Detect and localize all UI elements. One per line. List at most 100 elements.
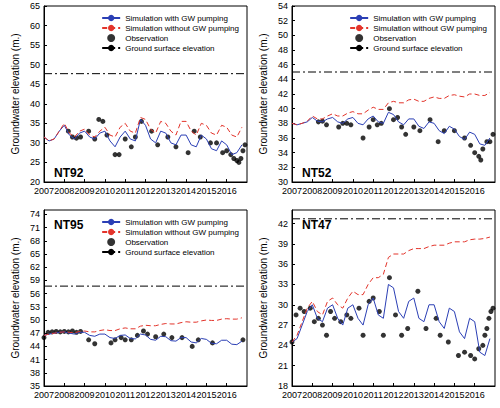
svg-text:40: 40 [278,104,288,114]
svg-text:2015: 2015 [444,390,464,400]
svg-text:68: 68 [30,236,40,246]
svg-text:2010: 2010 [343,390,363,400]
svg-text:Simulation without GW pumping: Simulation without GW pumping [125,228,239,237]
svg-text:2007: 2007 [34,390,54,400]
svg-text:2008: 2008 [54,186,74,196]
svg-text:38: 38 [278,118,288,128]
svg-text:Observation: Observation [125,238,168,247]
svg-text:62: 62 [30,262,40,272]
svg-text:59: 59 [30,275,40,285]
svg-text:NT52: NT52 [302,166,332,180]
svg-text:50: 50 [30,60,40,70]
svg-text:Simulation with GW pumping: Simulation with GW pumping [125,14,228,23]
svg-text:2011: 2011 [116,186,135,196]
svg-text:50: 50 [278,30,288,40]
svg-text:27: 27 [278,320,288,330]
svg-text:2015: 2015 [196,186,216,196]
svg-text:Simulation with GW pumping: Simulation with GW pumping [373,14,476,23]
svg-text:21: 21 [278,361,288,371]
svg-text:2012: 2012 [135,390,155,400]
svg-text:34: 34 [278,148,288,158]
svg-text:Groundwater elevation (m.): Groundwater elevation (m.) [258,237,269,358]
svg-text:40: 40 [30,99,40,109]
svg-text:60: 60 [30,21,40,31]
svg-text:2014: 2014 [176,186,196,196]
svg-text:33: 33 [278,279,288,289]
svg-text:2009: 2009 [75,390,95,400]
svg-text:Ground surface elevation: Ground surface elevation [125,44,214,53]
svg-text:2011: 2011 [116,390,135,400]
svg-text:Ground surface elevation: Ground surface elevation [125,248,214,257]
svg-text:71: 71 [30,223,40,233]
svg-text:38: 38 [30,368,40,378]
svg-text:32: 32 [278,162,288,172]
svg-text:44: 44 [30,341,40,351]
svg-text:2008: 2008 [302,390,322,400]
svg-text:42: 42 [278,89,288,99]
svg-text:2009: 2009 [323,390,343,400]
svg-text:30: 30 [278,300,288,310]
svg-text:2016: 2016 [465,390,485,400]
svg-text:NT95: NT95 [54,218,84,232]
svg-text:55: 55 [30,40,40,50]
svg-text:2015: 2015 [444,186,464,196]
svg-text:2012: 2012 [383,390,403,400]
svg-text:2009: 2009 [75,186,95,196]
svg-text:Simulation with GW pumping: Simulation with GW pumping [125,218,228,227]
svg-text:36: 36 [278,259,288,269]
svg-text:2014: 2014 [424,390,444,400]
svg-text:39: 39 [278,239,288,249]
svg-text:65: 65 [30,249,40,259]
svg-text:2007: 2007 [282,390,302,400]
svg-text:2007: 2007 [282,186,302,196]
svg-text:25: 25 [30,157,40,167]
svg-text:2013: 2013 [404,390,424,400]
svg-text:2010: 2010 [95,186,115,196]
svg-text:Groundwater elevation (m.): Groundwater elevation (m.) [10,237,21,358]
svg-text:50: 50 [30,315,40,325]
svg-text:2010: 2010 [95,390,115,400]
svg-text:Groundwater elevation (m.): Groundwater elevation (m.) [258,33,269,154]
svg-text:Observation: Observation [125,34,168,43]
svg-text:36: 36 [278,133,288,143]
svg-text:2011: 2011 [364,186,383,196]
svg-text:2009: 2009 [323,186,343,196]
svg-text:2015: 2015 [196,390,216,400]
svg-text:NT47: NT47 [302,218,332,232]
svg-text:2013: 2013 [156,186,176,196]
svg-text:44: 44 [278,74,288,84]
svg-text:2011: 2011 [364,390,383,400]
svg-text:42: 42 [278,219,288,229]
svg-text:2008: 2008 [54,390,74,400]
svg-text:46: 46 [278,60,288,70]
svg-text:Ground surface elevation: Ground surface elevation [373,44,462,53]
svg-text:Groundwater elevation (m.): Groundwater elevation (m.) [10,33,21,154]
svg-text:2007: 2007 [34,186,54,196]
svg-text:Simulation without GW pumping: Simulation without GW pumping [373,24,487,33]
svg-text:30: 30 [30,138,40,148]
svg-text:Simulation without GW pumping: Simulation without GW pumping [125,24,239,33]
svg-text:48: 48 [278,45,288,55]
svg-text:47: 47 [30,328,40,338]
svg-text:2014: 2014 [176,390,196,400]
svg-text:2013: 2013 [156,390,176,400]
svg-text:56: 56 [30,289,40,299]
svg-text:2012: 2012 [135,186,155,196]
svg-text:65: 65 [30,1,40,11]
svg-text:52: 52 [278,16,288,26]
svg-text:Observation: Observation [373,34,416,43]
svg-text:35: 35 [30,118,40,128]
svg-text:2013: 2013 [404,186,424,196]
svg-text:2010: 2010 [343,186,363,196]
svg-text:24: 24 [278,340,288,350]
svg-text:2016: 2016 [465,186,485,196]
svg-text:41: 41 [30,355,40,365]
svg-text:NT92: NT92 [54,166,84,180]
svg-text:53: 53 [30,302,40,312]
svg-text:2016: 2016 [217,186,237,196]
svg-text:45: 45 [30,79,40,89]
svg-text:54: 54 [278,1,288,11]
svg-text:2012: 2012 [383,186,403,196]
svg-text:2016: 2016 [217,390,237,400]
svg-text:2014: 2014 [424,186,444,196]
